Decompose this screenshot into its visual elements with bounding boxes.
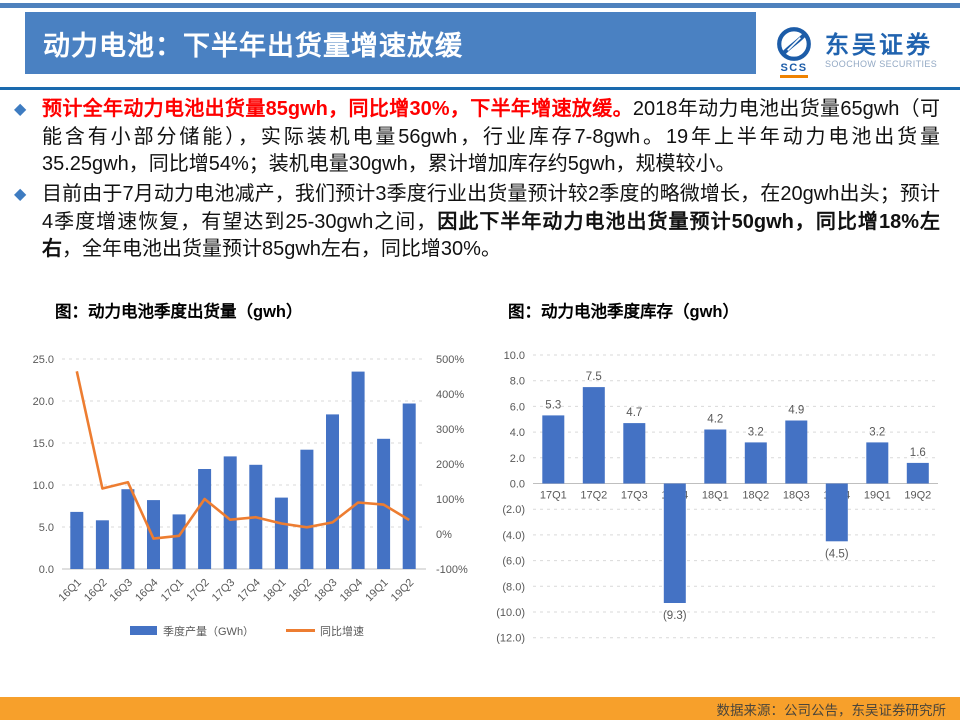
svg-text:-100%: -100% bbox=[436, 564, 468, 576]
slide-title-bar: 动力电池：下半年出货量增速放缓 bbox=[25, 12, 756, 74]
svg-text:1.6: 1.6 bbox=[910, 447, 926, 459]
slide-title: 动力电池：下半年出货量增速放缓 bbox=[43, 30, 463, 61]
shipments-chart-svg: 0.0 5.0 10.0 15.0 20.0 25.0 -100% 0% 100% 200% 300… bbox=[33, 354, 468, 638]
svg-text:400%: 400% bbox=[436, 389, 464, 401]
bullet-1-lead-red: 预计全年动力电池出货量85gwh，同比增30%，下半年增速放缓。 bbox=[42, 98, 633, 120]
svg-text:(9.3): (9.3) bbox=[663, 610, 687, 622]
svg-text:18Q3: 18Q3 bbox=[783, 490, 810, 502]
footer-bar: 数据来源：公司公告，东吴证券研究所 bbox=[0, 697, 960, 720]
inventory-chart-title: 图：动力电池季度库存（gwh） bbox=[508, 303, 739, 321]
header-divider-line bbox=[0, 87, 960, 90]
bullet-diamond-icon: ◆ bbox=[14, 186, 27, 203]
svg-text:19Q1: 19Q1 bbox=[363, 577, 391, 605]
svg-text:(8.0): (8.0) bbox=[502, 581, 525, 593]
svg-text:(12.0): (12.0) bbox=[496, 633, 525, 645]
logo-name-en: SOOCHOW SECURITIES bbox=[825, 59, 938, 69]
bullet-2-pre: 目前由于7月动力电池减产，我们预计3季度行业出货量预计较2季度的略微增长，在20… bbox=[42, 183, 940, 233]
bullet-item-1: ◆ 预计全年动力电池出货量85gwh，同比增30%，下半年增速放缓。2018年动… bbox=[14, 96, 940, 179]
svg-text:18Q1: 18Q1 bbox=[702, 490, 729, 502]
svg-text:15.0: 15.0 bbox=[33, 438, 54, 450]
svg-text:17Q3: 17Q3 bbox=[621, 490, 648, 502]
bullet-2-post: ，全年电池出货量预计85gwh左右，同比增30%。 bbox=[62, 238, 501, 260]
svg-text:500%: 500% bbox=[436, 354, 464, 366]
svg-text:100%: 100% bbox=[436, 494, 464, 506]
svg-text:8.0: 8.0 bbox=[510, 376, 525, 388]
svg-text:5.3: 5.3 bbox=[545, 399, 561, 411]
svg-text:4.2: 4.2 bbox=[707, 414, 723, 426]
svg-text:3.2: 3.2 bbox=[869, 426, 885, 438]
svg-text:17Q1: 17Q1 bbox=[540, 490, 567, 502]
svg-text:4.7: 4.7 bbox=[626, 407, 642, 419]
svg-text:6.0: 6.0 bbox=[510, 401, 525, 413]
svg-text:200%: 200% bbox=[436, 459, 464, 471]
bullet-diamond-icon: ◆ bbox=[14, 101, 27, 118]
svg-text:(10.0): (10.0) bbox=[496, 607, 525, 619]
inventory-chart-svg: 10.0 8.0 6.0 4.0 2.0 0.0 (2.0) (4.0) (6.0) (8.0) (… bbox=[496, 350, 938, 645]
soochow-logo-mark: SCS bbox=[772, 25, 816, 78]
bullet-1-body: 2018年动力电池出货量65gwh（可能含有小部分储能），实际装机电量56gwh… bbox=[42, 98, 940, 175]
svg-text:0%: 0% bbox=[436, 529, 452, 541]
svg-text:7.5: 7.5 bbox=[586, 371, 602, 383]
svg-text:17Q3: 17Q3 bbox=[210, 577, 238, 605]
data-source-text: 数据来源：公司公告，东吴证券研究所 bbox=[716, 702, 947, 718]
svg-text:(6.0): (6.0) bbox=[502, 556, 525, 568]
svg-text:20.0: 20.0 bbox=[33, 396, 54, 408]
svg-text:18Q4: 18Q4 bbox=[338, 577, 366, 605]
svg-text:17Q4: 17Q4 bbox=[235, 577, 263, 605]
svg-text:18Q2: 18Q2 bbox=[286, 577, 314, 605]
svg-text:18Q2: 18Q2 bbox=[742, 490, 769, 502]
svg-text:0.0: 0.0 bbox=[39, 564, 54, 576]
svg-text:4.9: 4.9 bbox=[788, 405, 804, 417]
svg-text:16Q2: 16Q2 bbox=[82, 577, 110, 605]
logo-wordmark: 东吴证券 SOOCHOW SECURITIES bbox=[825, 32, 938, 70]
svg-text:18Q3: 18Q3 bbox=[312, 577, 340, 605]
svg-text:19Q2: 19Q2 bbox=[904, 490, 931, 502]
logo-name-cn: 东吴证券 bbox=[825, 32, 933, 59]
svg-text:10.0: 10.0 bbox=[504, 350, 525, 362]
bullet-2-text: 目前由于7月动力电池减产，我们预计3季度行业出货量预计较2季度的略微增长，在20… bbox=[42, 181, 940, 264]
svg-text:17Q2: 17Q2 bbox=[580, 490, 607, 502]
top-accent-strip bbox=[0, 3, 960, 8]
svg-text:19Q1: 19Q1 bbox=[864, 490, 891, 502]
shipments-chart-title: 图：动力电池季度出货量（gwh） bbox=[55, 303, 303, 321]
svg-text:17Q2: 17Q2 bbox=[184, 577, 212, 605]
soochow-logo: SCS 东吴证券 SOOCHOW SECURITIES bbox=[772, 22, 952, 80]
svg-text:17Q1: 17Q1 bbox=[159, 577, 187, 605]
svg-text:19Q2: 19Q2 bbox=[389, 577, 417, 605]
svg-text:2.0: 2.0 bbox=[510, 453, 525, 465]
svg-text:25.0: 25.0 bbox=[33, 354, 54, 366]
svg-text:18Q1: 18Q1 bbox=[261, 577, 289, 605]
svg-text:(2.0): (2.0) bbox=[502, 504, 525, 516]
bullet-2-emphasis: 因此下半年动力电池出货量预计50gwh，同比增18%左右 bbox=[42, 210, 941, 261]
svg-text:300%: 300% bbox=[436, 424, 464, 436]
logo-scs-text: SCS bbox=[780, 62, 808, 78]
svg-text:0.0: 0.0 bbox=[510, 479, 525, 491]
bullet-item-2: ◆ 目前由于7月动力电池减产，我们预计3季度行业出货量预计较2季度的略微增长，在… bbox=[14, 181, 940, 264]
svg-text:4.0: 4.0 bbox=[510, 427, 525, 439]
svg-text:16Q1: 16Q1 bbox=[56, 577, 84, 605]
bullet-1-text: 预计全年动力电池出货量85gwh，同比增30%，下半年增速放缓。2018年动力电… bbox=[42, 96, 940, 179]
soochow-logo-icon bbox=[777, 26, 811, 61]
svg-text:(4.0): (4.0) bbox=[502, 530, 525, 542]
svg-text:10.0: 10.0 bbox=[33, 480, 54, 492]
svg-text:5.0: 5.0 bbox=[39, 522, 54, 534]
svg-text:16Q3: 16Q3 bbox=[107, 577, 135, 605]
svg-text:16Q4: 16Q4 bbox=[133, 577, 161, 605]
svg-text:(4.5): (4.5) bbox=[825, 548, 849, 560]
svg-text:季度产量（GWh）: 季度产量（GWh） bbox=[163, 624, 254, 638]
svg-text:3.2: 3.2 bbox=[748, 426, 764, 438]
svg-text:同比增速: 同比增速 bbox=[320, 624, 364, 638]
